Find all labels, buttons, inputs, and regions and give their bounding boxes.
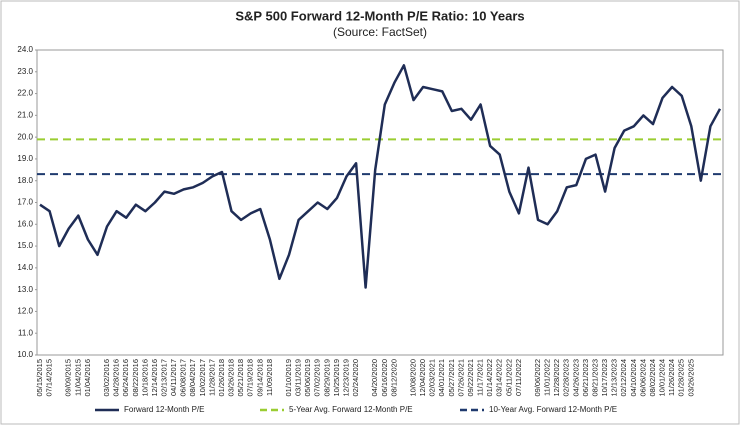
x-tick-label: 04/01/2021 bbox=[437, 359, 446, 397]
x-tick-label: 08/12/2020 bbox=[389, 359, 398, 397]
x-tick-label: 01/10/2019 bbox=[284, 359, 293, 397]
x-tick-label: 11/26/2024 bbox=[667, 359, 676, 396]
y-tick-label: 18.0 bbox=[17, 176, 33, 185]
x-tick-label: 12/28/2022 bbox=[552, 359, 561, 397]
x-tick-label: 11/01/2022 bbox=[543, 359, 552, 396]
x-tick-label: 08/04/2017 bbox=[188, 359, 197, 397]
x-tick-label: 02/24/2020 bbox=[351, 359, 360, 397]
y-tick-label: 16.0 bbox=[17, 219, 33, 228]
y-tick-label: 24.0 bbox=[17, 45, 33, 54]
y-tick-label: 23.0 bbox=[17, 67, 33, 76]
x-tick-label: 09/14/2018 bbox=[255, 359, 264, 397]
x-tick-label: 02/12/2024 bbox=[619, 359, 628, 397]
y-tick-label: 13.0 bbox=[17, 285, 33, 294]
x-tick-label: 08/21/2023 bbox=[590, 359, 599, 397]
y-tick-label: 10.0 bbox=[17, 350, 33, 359]
x-tick-label: 12/14/2016 bbox=[150, 359, 159, 397]
x-tick-label: 07/11/2022 bbox=[514, 359, 523, 396]
x-tick-label: 04/11/2017 bbox=[169, 359, 178, 396]
y-tick-label: 17.0 bbox=[17, 198, 33, 207]
x-tick-label: 07/14/2015 bbox=[45, 359, 54, 397]
legend-label: 10-Year Avg. Forward 12-Month P/E bbox=[489, 405, 617, 414]
x-tick-label: 03/14/2022 bbox=[495, 359, 504, 397]
x-tick-label: 04/28/2016 bbox=[112, 359, 121, 397]
x-tick-label: 01/14/2022 bbox=[485, 359, 494, 397]
x-tick-label: 04/26/2023 bbox=[571, 359, 580, 397]
x-tick-label: 10/01/2024 bbox=[658, 359, 667, 397]
x-tick-label: 02/13/2017 bbox=[159, 359, 168, 397]
x-tick-label: 08/22/2016 bbox=[131, 359, 140, 397]
x-tick-label: 10/25/2019 bbox=[332, 359, 341, 397]
x-tick-label: 06/24/2016 bbox=[121, 359, 130, 397]
legend-label: Forward 12-Month P/E bbox=[124, 405, 204, 414]
x-tick-label: 07/19/2018 bbox=[246, 359, 255, 397]
y-tick-label: 19.0 bbox=[17, 154, 33, 163]
x-tick-label: 08/02/2024 bbox=[648, 359, 657, 397]
x-tick-label: 11/28/2017 bbox=[207, 359, 216, 396]
y-tick-label: 21.0 bbox=[17, 110, 33, 119]
x-tick-label: 01/26/2018 bbox=[217, 359, 226, 397]
series-line bbox=[39, 64, 722, 289]
x-tick-label: 09/09/2015 bbox=[64, 359, 73, 397]
x-tick-label: 05/11/2022 bbox=[504, 359, 513, 396]
y-tick-label: 20.0 bbox=[17, 132, 33, 141]
x-tick-label: 12/13/2023 bbox=[610, 359, 619, 397]
x-tick-label: 12/04/2020 bbox=[418, 359, 427, 397]
x-tick-label: 10/18/2016 bbox=[140, 359, 149, 397]
x-tick-label: 04/20/2020 bbox=[370, 359, 379, 397]
x-tick-label: 06/16/2020 bbox=[380, 359, 389, 397]
plot-area bbox=[36, 49, 724, 356]
x-tick-label: 05/15/2015 bbox=[35, 359, 44, 397]
x-tick-label: 03/26/2025 bbox=[686, 359, 695, 397]
x-tick-label: 06/21/2023 bbox=[581, 359, 590, 397]
x-tick-label: 02/28/2023 bbox=[562, 359, 571, 397]
x-tick-label: 11/04/2015 bbox=[73, 359, 82, 396]
y-tick-label: 14.0 bbox=[17, 263, 33, 272]
x-tick-label: 04/10/2024 bbox=[629, 359, 638, 397]
x-tick-label: 02/03/2021 bbox=[428, 359, 437, 397]
chart-title: S&P 500 Forward 12-Month P/E Ratio: 10 Y… bbox=[235, 8, 524, 23]
x-tick-label: 11/17/2021 bbox=[476, 359, 485, 396]
x-tick-label: 07/26/2021 bbox=[456, 359, 465, 397]
x-tick-label: 10/17/2023 bbox=[600, 359, 609, 397]
x-tick-label: 08/29/2019 bbox=[322, 359, 331, 397]
legend-label: 5-Year Avg. Forward 12-Month P/E bbox=[289, 405, 413, 414]
x-tick-label: 11/09/2018 bbox=[265, 359, 274, 396]
x-tick-label: 06/06/2024 bbox=[638, 359, 647, 397]
chart-subtitle: (Source: FactSet) bbox=[333, 25, 427, 39]
x-tick-label: 03/11/2019 bbox=[294, 359, 303, 396]
x-tick-label: 07/02/2019 bbox=[313, 359, 322, 397]
x-tick-label: 05/27/2021 bbox=[447, 359, 456, 397]
y-tick-label: 12.0 bbox=[17, 307, 33, 316]
x-tick-label: 06/08/2017 bbox=[179, 359, 188, 397]
y-tick-label: 11.0 bbox=[18, 328, 34, 337]
x-tick-label: 09/22/2021 bbox=[466, 359, 475, 397]
y-tick-label: 15.0 bbox=[17, 241, 33, 250]
x-tick-label: 10/02/2017 bbox=[198, 359, 207, 397]
x-tick-label: 03/02/2016 bbox=[102, 359, 111, 397]
x-tick-label: 01/28/2025 bbox=[677, 359, 686, 397]
x-tick-label: 05/06/2019 bbox=[303, 359, 312, 397]
y-tick-label: 22.0 bbox=[17, 89, 33, 98]
x-tick-label: 12/23/2019 bbox=[341, 359, 350, 397]
x-tick-label: 10/08/2020 bbox=[409, 359, 418, 397]
x-tick-label: 05/21/2018 bbox=[236, 359, 245, 397]
x-tick-label: 03/26/2018 bbox=[227, 359, 236, 397]
x-tick-label: 09/06/2022 bbox=[533, 359, 542, 397]
x-tick-label: 01/04/2016 bbox=[83, 359, 92, 397]
